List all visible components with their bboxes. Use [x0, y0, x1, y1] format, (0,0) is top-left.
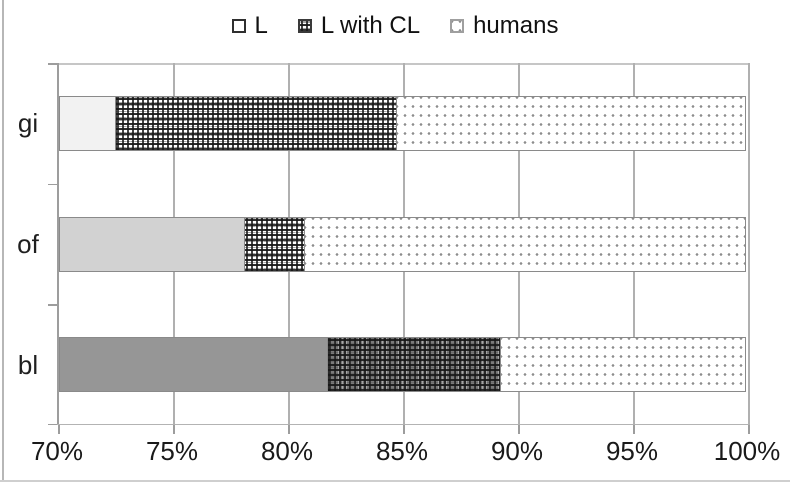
x-axis-tick-label: 80% [260, 436, 314, 466]
y-axis-tick [48, 304, 57, 306]
bar-row-bl [59, 337, 749, 393]
x-axis-tick-label: 90% [490, 436, 544, 466]
figure-bottom-border [0, 480, 790, 482]
bar-segment-of-L with CL [243, 216, 306, 272]
bar-segment-bl-L with CL [326, 337, 502, 393]
bar-segment-gi-humans [396, 95, 746, 151]
legend-item-l-with-cl: L with CL [297, 12, 421, 39]
gridline-100% [748, 63, 750, 425]
category-label-gi: gi [17, 108, 39, 139]
y-axis-tick [48, 183, 57, 186]
bar-row-gi [59, 95, 749, 151]
bar-segment-gi-L with CL [115, 95, 398, 151]
x-axis-tick-75% [173, 425, 175, 434]
x-axis-tick-85% [403, 425, 405, 434]
x-axis-tick-label: 95% [605, 436, 659, 466]
bar-segment-of-L [59, 216, 246, 272]
bar-row-of [59, 216, 749, 272]
bar-segment-gi-L [59, 95, 117, 151]
legend-swatch-plain-icon [231, 19, 246, 33]
plot-area [48, 63, 750, 434]
legend-swatch-weave-icon [297, 19, 312, 33]
x-axis-tick-label: 75% [145, 436, 199, 466]
y-axis-tick [48, 63, 57, 65]
legend-label: L with CL [320, 12, 421, 39]
x-axis-tick-95% [633, 425, 635, 434]
legend: L L with CL humans [0, 14, 790, 38]
legend-item-l: L [231, 12, 268, 39]
x-axis-tick-70% [58, 425, 60, 434]
bar-segment-bl-humans [499, 337, 746, 393]
x-axis-tick-label: 100% [713, 436, 781, 466]
x-axis-tick-label: 85% [375, 436, 429, 466]
category-label-of: of [17, 229, 39, 259]
x-axis-tick-80% [288, 425, 290, 434]
x-axis-tick-label: 70% [30, 436, 84, 466]
legend-label: humans [473, 12, 559, 39]
legend-swatch-dots-icon [450, 19, 465, 33]
figure-left-border [2, 0, 4, 482]
x-axis-tick-100% [748, 425, 750, 434]
bar-segment-of-humans [304, 216, 746, 272]
x-axis-tick-90% [518, 425, 520, 434]
legend-label: L [254, 12, 268, 39]
legend-item-humans: humans [450, 14, 558, 38]
x-axis-line [49, 423, 749, 425]
category-label-bl: bl [17, 349, 39, 380]
y-axis-tick [48, 423, 57, 425]
bar-segment-bl-L [59, 337, 329, 393]
